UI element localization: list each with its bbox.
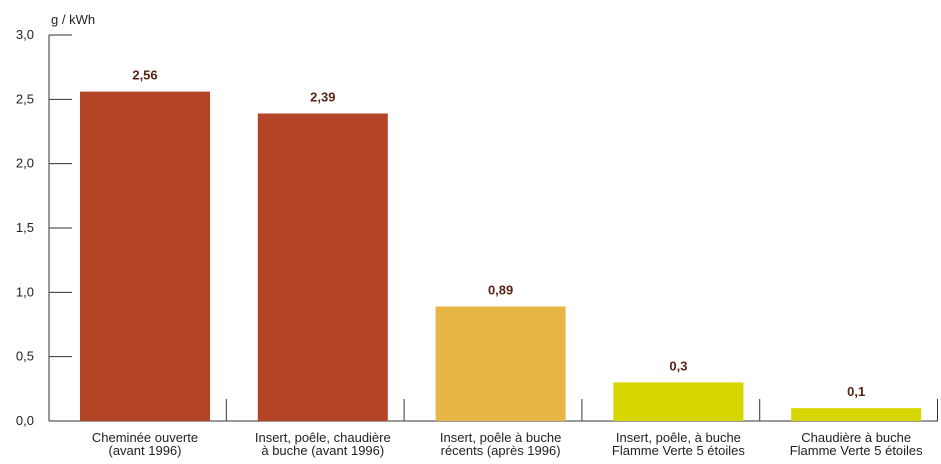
y-axis-unit-label: g / kWh	[51, 12, 95, 27]
y-tick-label: 0,5	[16, 349, 34, 364]
x-category-label: Insert, poêle, à buche	[616, 430, 741, 445]
bar-value-label: 2,39	[310, 89, 335, 104]
bar	[80, 91, 210, 421]
x-category-label: Flamme Verte 5 étoiles	[612, 443, 745, 458]
x-category-label: Chaudière à buche	[801, 430, 911, 445]
y-tick-label: 2,5	[16, 91, 34, 106]
bar	[257, 113, 388, 421]
y-tick-label: 2,0	[16, 156, 34, 171]
bar-value-label: 0,3	[669, 358, 687, 373]
bar-value-label: 0,1	[847, 384, 865, 399]
bar	[613, 382, 744, 421]
x-category-label: Insert, poêle, chaudière	[255, 430, 391, 445]
bar	[791, 408, 922, 421]
x-category-label: Cheminée ouverte	[92, 430, 198, 445]
bar-value-label: 0,89	[488, 282, 513, 297]
bar-value-label: 2,56	[132, 68, 157, 83]
y-tick-label: 0,0	[16, 413, 34, 428]
x-category-label: récents (après 1996)	[441, 443, 561, 458]
y-tick-label: 1,5	[16, 220, 34, 235]
x-category-label: Insert, poêle à buche	[440, 430, 561, 445]
y-tick-label: 3,0	[16, 27, 34, 42]
labels: 2,56 Cheminée ouverte(avant 1996) 2,39 Inse…	[92, 68, 923, 458]
x-category-label: Flamme Verte 5 étoiles	[790, 443, 923, 458]
bar	[435, 306, 566, 421]
bars	[80, 91, 922, 421]
x-category-label: à buche (avant 1996)	[261, 443, 384, 458]
x-category-label: (avant 1996)	[109, 443, 182, 458]
y-tick-label: 1,0	[16, 284, 34, 299]
